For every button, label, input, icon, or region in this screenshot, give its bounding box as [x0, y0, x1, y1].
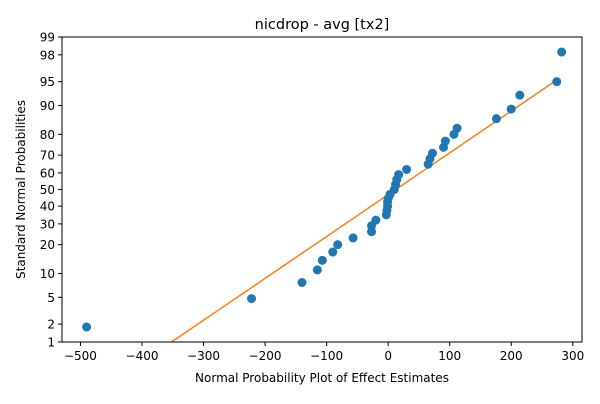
x-axis: −500 −400 −300 −200 −100 0 100 200 300: [64, 342, 584, 363]
x-tick-label: −200: [249, 349, 282, 363]
y-tick-label: 20: [40, 238, 55, 252]
x-axis-label: Normal Probability Plot of Effect Estima…: [195, 371, 449, 385]
y-tick-label: 99: [40, 31, 55, 45]
data-point: [552, 77, 562, 87]
y-tick-label: 1: [47, 336, 55, 350]
plot-area: [82, 47, 567, 342]
data-point: [506, 104, 516, 114]
x-tick-label: 300: [561, 349, 584, 363]
data-point: [371, 215, 381, 225]
data-point: [317, 255, 327, 265]
x-tick-label: −400: [126, 349, 159, 363]
x-tick-label: 100: [438, 349, 461, 363]
data-point: [328, 247, 338, 257]
data-point: [452, 123, 462, 133]
data-point: [297, 277, 307, 287]
y-tick-label: 5: [47, 291, 55, 305]
data-point: [557, 47, 567, 57]
data-point: [348, 233, 358, 243]
chart-title: nicdrop - avg [tx2]: [255, 17, 390, 33]
y-tick-label: 2: [47, 318, 55, 332]
y-tick-label: 95: [40, 75, 55, 89]
data-point: [491, 114, 501, 124]
x-tick-label: −500: [64, 349, 97, 363]
y-axis-label: Standard Normal Probabilities: [14, 100, 28, 279]
y-tick-label: 98: [40, 48, 55, 62]
x-tick-label: −300: [187, 349, 220, 363]
y-tick-label: 40: [40, 200, 55, 214]
data-point: [312, 265, 322, 275]
y-tick-label: 50: [40, 183, 55, 197]
y-axis: 1 2 5 10 20 30 40 50 60 70 80 90 95 98 99: [40, 31, 62, 350]
y-tick-label: 90: [40, 99, 55, 113]
x-tick-label: 200: [500, 349, 523, 363]
y-tick-label: 80: [40, 128, 55, 142]
data-point: [440, 136, 450, 146]
y-tick-label: 60: [40, 166, 55, 180]
data-point: [402, 164, 412, 174]
x-tick-label: −100: [310, 349, 343, 363]
y-tick-label: 10: [40, 267, 55, 281]
data-point: [427, 148, 437, 158]
x-tick-label: 0: [384, 349, 392, 363]
y-tick-label: 30: [40, 217, 55, 231]
data-point: [515, 90, 525, 100]
data-point: [247, 294, 257, 304]
data-point: [394, 170, 404, 180]
data-point: [82, 322, 92, 332]
y-tick-label: 70: [40, 149, 55, 163]
data-point: [333, 240, 343, 250]
